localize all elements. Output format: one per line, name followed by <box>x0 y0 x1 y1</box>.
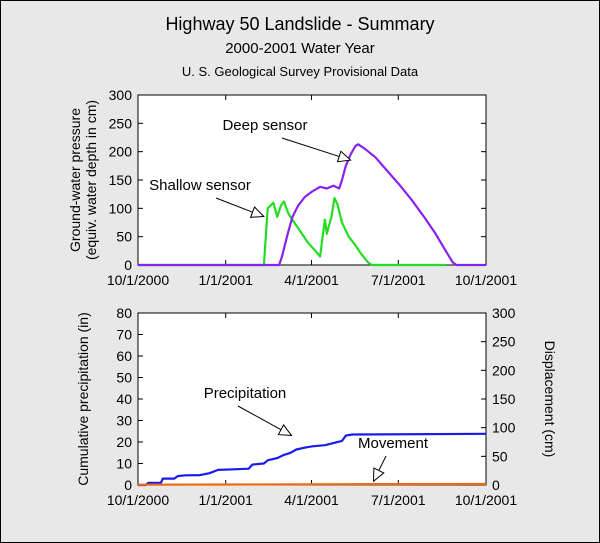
chart1-y-tick-label: 150 <box>109 172 133 188</box>
figure-title: Highway 50 Landslide - Summary <box>165 14 435 34</box>
chart1-x-tick-label: 4/1/2001 <box>284 272 339 288</box>
chart2-x-tick-label: 10/1/2001 <box>455 492 517 508</box>
annotation-shallow-sensor: Shallow sensor <box>149 177 251 194</box>
figure-subtitle: 2000-2001 Water Year <box>225 40 375 57</box>
chart2-y-tick-label: 60 <box>116 348 132 364</box>
annotation-deep-sensor: Deep sensor <box>222 117 307 134</box>
chart2-y2-tick-label: 50 <box>492 448 508 464</box>
chart1-y-tick-label: 100 <box>109 200 133 216</box>
chart2-x-tick-label: 4/1/2001 <box>284 492 339 508</box>
figure-note: U. S. Geological Survey Provisional Data <box>181 64 419 79</box>
arrow-precipitation-head <box>277 424 293 437</box>
chart1-y-label-line2: (equiv. water depth in cm) <box>83 100 99 260</box>
chart2-y-tick-label: 40 <box>116 391 132 407</box>
annotation-precipitation: Precipitation <box>204 385 287 402</box>
chart2-y-tick-label: 70 <box>116 327 132 343</box>
chart2-plot-area <box>137 312 487 486</box>
chart1-y-tick-label: 200 <box>109 144 133 160</box>
chart2-y2-tick-label: 0 <box>492 477 500 493</box>
chart1-y-tick-label: 250 <box>109 115 133 131</box>
chart2-y2-tick-label: 250 <box>492 334 516 350</box>
chart1-x-tick-label: 7/1/2001 <box>371 272 426 288</box>
arrow-precipitation <box>237 405 293 437</box>
chart2-y-tick-label: 50 <box>116 370 132 386</box>
chart2-y-tick-label: 0 <box>124 477 132 493</box>
chart2-series-precipitation <box>138 432 487 487</box>
arrow-shallow-sensor-head <box>249 206 265 218</box>
chart1-y-tick-label: 0 <box>124 257 132 273</box>
chart2-x-tick-label: 1/1/2001 <box>198 492 253 508</box>
chart2-y2-tick-label: 100 <box>492 420 516 436</box>
chart2-series-movement <box>137 482 487 486</box>
chart2-x-tick-label: 7/1/2001 <box>371 492 426 508</box>
chart2-y-tick-label: 20 <box>116 434 132 450</box>
chart2-y2-label: Displacement (cm) <box>542 341 558 458</box>
chart1-x-tick-label: 10/1/2000 <box>107 272 169 288</box>
chart2-y2-tick-label: 300 <box>492 305 516 321</box>
chart1-x-tick-label: 1/1/2001 <box>198 272 253 288</box>
chart2-y-tick-label: 10 <box>116 456 132 472</box>
arrow-deep-sensor-head <box>336 150 352 163</box>
chart2-x-tick-label: 10/1/2000 <box>107 492 169 508</box>
chart2-y2-tick-label: 200 <box>492 362 516 378</box>
arrow-movement <box>372 455 387 483</box>
chart2-y2-tick-label: 150 <box>492 391 516 407</box>
arrow-movement-head <box>372 467 385 483</box>
arrow-shallow-sensor <box>215 197 265 218</box>
chart2-y-tick-label: 80 <box>116 305 132 321</box>
chart1-series-shallow-sensor <box>138 197 446 267</box>
arrow-deep-sensor <box>281 137 352 163</box>
chart1-x-tick-label: 10/1/2001 <box>455 272 517 288</box>
annotation-movement: Movement <box>358 435 429 452</box>
chart1-y-tick-label: 300 <box>109 87 133 103</box>
chart2-y-label: Cumulative precipitation (in) <box>75 312 91 486</box>
chart2-y-tick-label: 30 <box>116 413 132 429</box>
chart1-y-label: Ground-water pressure <box>67 108 83 252</box>
chart1-y-tick-label: 50 <box>116 229 132 245</box>
